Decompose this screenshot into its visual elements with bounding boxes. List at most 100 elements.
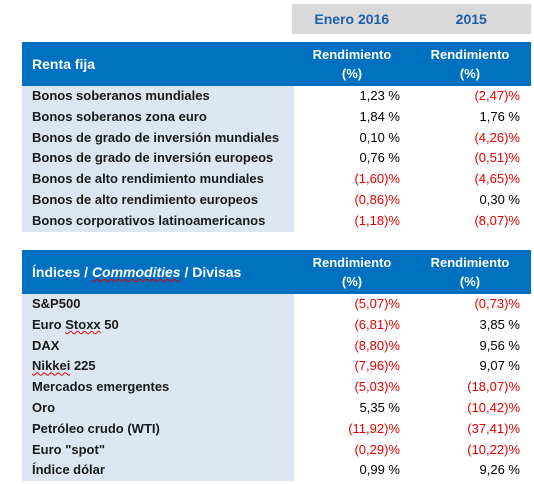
row-label-text: Nikkei 225 bbox=[32, 358, 96, 374]
rendimiento-header-col2: Rendimiento (%) bbox=[420, 253, 520, 291]
row-label-text: Euro Stoxx 50 bbox=[32, 316, 119, 332]
table-row: Bonos corporativos latinoamericanos (1,18… bbox=[22, 210, 531, 232]
row-label: DAX bbox=[22, 335, 294, 357]
table-row: Índice dólar 0,99 % 9,26 % bbox=[22, 460, 531, 482]
table-row: S&P500 (5,07)% (0,73)% bbox=[22, 294, 531, 315]
renta-fija-title: Renta fija bbox=[32, 56, 96, 72]
rendimiento-header-col1: Rendimiento (%) bbox=[302, 45, 402, 83]
renta-fija-header: Renta fija Rendimiento (%) Rendimiento (… bbox=[22, 42, 531, 86]
row-label: Bonos de alto rendimiento europeos bbox=[22, 189, 294, 211]
row-label-text: Bonos soberanos mundiales bbox=[32, 88, 210, 103]
table-row: Petróleo crudo (WTI) (11,92)% (37,41)% bbox=[22, 418, 531, 440]
col2-label: Rendimiento bbox=[430, 47, 510, 62]
value-2015: (10,42)% bbox=[467, 399, 520, 415]
row-label-text: Euro "spot" bbox=[32, 441, 105, 457]
row-label-text: Oro bbox=[32, 399, 56, 415]
value-enero-2016: (0,29)% bbox=[354, 441, 400, 457]
value-enero-2016: (5,07)% bbox=[354, 296, 400, 311]
row-label-text: S&P500 bbox=[32, 296, 81, 311]
col1-unit: (%) bbox=[341, 66, 363, 81]
table-row: Bonos de alto rendimiento mundiales (1,60… bbox=[22, 169, 531, 190]
indices-title-commodities: Commodities bbox=[91, 264, 181, 280]
rendimiento-header-col2: Rendimiento (%) bbox=[420, 45, 520, 83]
row-label: Índice dólar bbox=[22, 460, 294, 482]
row-label-text: Mercados emergentes bbox=[32, 379, 170, 395]
row-label: Bonos de alto rendimiento mundiales bbox=[22, 169, 294, 190]
row-label-text: DAX bbox=[32, 337, 60, 353]
value-enero-2016: (1,60)% bbox=[354, 171, 400, 187]
value-enero-2016: 0,10 % bbox=[359, 129, 400, 145]
table-row: Bonos de grado de inversión mundiales 0,1… bbox=[22, 127, 531, 149]
value-2015: (18,07)% bbox=[467, 379, 520, 395]
col2-unit: (%) bbox=[459, 274, 481, 289]
value-2015: 9,07 % bbox=[479, 358, 520, 374]
column-period-header: Enero 2016 2015 bbox=[292, 4, 531, 34]
col1-unit: (%) bbox=[341, 274, 363, 289]
row-label: Bonos soberanos zona euro bbox=[22, 106, 294, 128]
table-row: Oro 5,35 % (10,42)% bbox=[22, 397, 531, 419]
row-label: Euro Stoxx 50 bbox=[22, 314, 294, 336]
row-label-text: Bonos de alto rendimiento europeos bbox=[32, 191, 259, 207]
indices-rows: S&P500 (5,07)% (0,73)% Euro Stoxx 50 (6,81)%… bbox=[22, 294, 531, 482]
value-2015: (4,65)% bbox=[474, 171, 520, 187]
table-row: Bonos de alto rendimiento europeos (0,86)… bbox=[22, 189, 531, 211]
rendimiento-header-col1: Rendimiento (%) bbox=[302, 253, 402, 291]
value-2015: (8,07)% bbox=[474, 212, 520, 228]
value-enero-2016: (5,03)% bbox=[354, 379, 400, 395]
row-label-text: Petróleo crudo (WTI) bbox=[32, 420, 160, 436]
row-label: Mercados emergentes bbox=[22, 377, 294, 398]
value-2015: 9,26 % bbox=[479, 462, 520, 478]
value-2015: 1,76 % bbox=[479, 108, 520, 124]
table-row: Bonos soberanos zona euro 1,84 % 1,76 % bbox=[22, 106, 531, 128]
renta-fija-rows: Bonos soberanos mundiales 1,23 % (2,47)% Bo… bbox=[22, 86, 531, 232]
row-label-text: Bonos de alto rendimiento mundiales bbox=[32, 171, 264, 187]
value-enero-2016: (6,81)% bbox=[354, 316, 400, 332]
row-label: Bonos soberanos mundiales bbox=[22, 86, 294, 107]
value-2015: 3,85 % bbox=[479, 316, 520, 332]
value-2015: (10,22)% bbox=[467, 441, 520, 457]
col2-label: Rendimiento bbox=[430, 255, 510, 270]
row-label: Petróleo crudo (WTI) bbox=[22, 418, 294, 440]
row-label-text: Bonos de grado de inversión mundiales bbox=[32, 129, 280, 145]
table-row: Euro Stoxx 50 (6,81)% 3,85 % bbox=[22, 314, 531, 336]
value-enero-2016: (7,96)% bbox=[354, 358, 400, 374]
table-row: Mercados emergentes (5,03)% (18,07)% bbox=[22, 377, 531, 398]
period-2015-label: 2015 bbox=[455, 11, 487, 27]
value-enero-2016: (0,86)% bbox=[354, 191, 400, 207]
value-2015: (0,73)% bbox=[474, 296, 520, 311]
value-enero-2016: (8,80)% bbox=[354, 337, 400, 353]
value-2015: 0,30 % bbox=[479, 191, 520, 207]
col1-label: Rendimiento bbox=[312, 255, 392, 270]
value-2015: (2,47)% bbox=[474, 88, 520, 103]
col1-label: Rendimiento bbox=[312, 47, 392, 62]
renta-fija-table: Renta fija Rendimiento (%) Rendimiento (… bbox=[22, 42, 531, 232]
value-enero-2016: 1,84 % bbox=[359, 108, 400, 124]
indices-table: Índices / Commodities / Divisas Rendimie… bbox=[22, 250, 531, 482]
col2-unit: (%) bbox=[459, 66, 481, 81]
table-row: Euro "spot" (0,29)% (10,22)% bbox=[22, 439, 531, 461]
value-2015: (4,26)% bbox=[474, 129, 520, 145]
row-label: Bonos corporativos latinoamericanos bbox=[22, 210, 294, 232]
row-label-text: Bonos corporativos latinoamericanos bbox=[32, 212, 266, 228]
indices-title: Índices / Commodities / Divisas bbox=[32, 250, 241, 294]
indices-title-part-a: Índices / bbox=[32, 264, 92, 280]
value-enero-2016: (1,18)% bbox=[354, 212, 400, 228]
table-row: Bonos soberanos mundiales 1,23 % (2,47)% bbox=[22, 86, 531, 107]
period-enero-2016-label: Enero 2016 bbox=[314, 11, 390, 27]
value-enero-2016: 0,76 % bbox=[359, 150, 400, 166]
table-row: Nikkei 225 (7,96)% 9,07 % bbox=[22, 356, 531, 378]
row-label: Euro "spot" bbox=[22, 439, 294, 461]
indices-header: Índices / Commodities / Divisas Rendimie… bbox=[22, 250, 531, 294]
row-label: Bonos de grado de inversión europeos bbox=[22, 148, 294, 170]
indices-title-part-c: / Divisas bbox=[180, 264, 242, 280]
table-row: Bonos de grado de inversión europeos 0,76… bbox=[22, 148, 531, 170]
value-enero-2016: 0,99 % bbox=[359, 462, 400, 478]
row-label: Nikkei 225 bbox=[22, 356, 294, 378]
value-enero-2016: 1,23 % bbox=[359, 88, 400, 103]
table-row: DAX (8,80)% 9,56 % bbox=[22, 335, 531, 357]
value-2015: (0,51)% bbox=[474, 150, 520, 166]
value-2015: (37,41)% bbox=[467, 420, 520, 436]
row-label-text: Índice dólar bbox=[32, 462, 105, 478]
row-label: S&P500 bbox=[22, 294, 294, 315]
row-label: Oro bbox=[22, 397, 294, 419]
